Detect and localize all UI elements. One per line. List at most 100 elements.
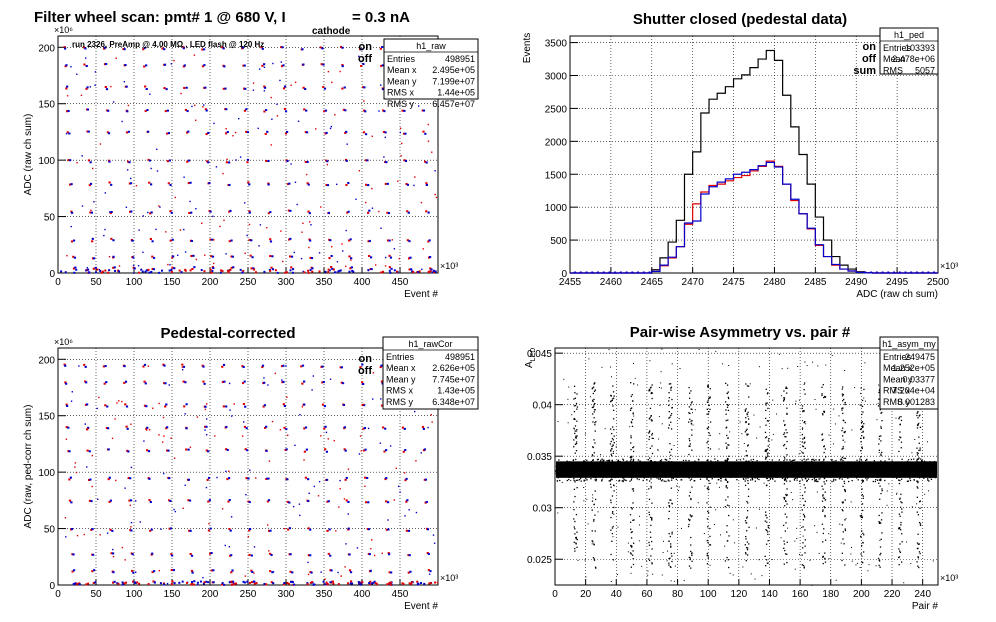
point xyxy=(658,464,660,466)
point-scatter xyxy=(121,400,123,403)
point xyxy=(871,466,873,468)
point xyxy=(818,472,820,474)
point xyxy=(734,461,736,463)
point-scatter xyxy=(142,215,145,217)
spike-point xyxy=(706,408,708,411)
point xyxy=(712,476,714,478)
spike-point xyxy=(765,463,768,466)
point xyxy=(601,479,603,481)
point xyxy=(793,478,796,480)
spike-point xyxy=(669,535,671,538)
point-scatter xyxy=(320,571,322,573)
point xyxy=(805,459,808,461)
point-scatter xyxy=(245,493,247,496)
spike-point xyxy=(708,404,710,406)
point-off xyxy=(310,571,313,574)
point-off xyxy=(251,570,254,573)
spike-point xyxy=(632,488,635,490)
point-on xyxy=(265,159,268,162)
point-scatter xyxy=(137,265,140,267)
point-on xyxy=(341,87,344,90)
sparse-point xyxy=(844,370,846,372)
point-scatter xyxy=(233,403,235,405)
point xyxy=(626,460,628,462)
point-base xyxy=(429,270,432,273)
spike-point xyxy=(648,418,650,420)
point-on xyxy=(261,64,264,67)
point xyxy=(569,471,571,473)
spike-point xyxy=(842,485,844,488)
point xyxy=(570,461,572,464)
spike-point xyxy=(844,465,846,467)
point-on xyxy=(349,580,353,583)
sparse-point xyxy=(658,416,660,418)
sparse-point xyxy=(691,420,693,422)
spike-point xyxy=(747,444,749,446)
point-scatter xyxy=(327,438,329,440)
point xyxy=(719,473,721,476)
spike-point xyxy=(651,432,654,435)
point xyxy=(574,461,576,463)
point-off xyxy=(72,239,76,242)
point-scatter xyxy=(417,105,420,107)
point-base xyxy=(332,268,335,271)
spike-point xyxy=(899,431,901,433)
spike-point xyxy=(880,426,882,428)
point xyxy=(853,464,856,466)
spike-point xyxy=(861,561,863,563)
point xyxy=(803,474,805,476)
spike-point xyxy=(824,507,826,509)
sparse-point xyxy=(758,366,760,368)
spike-point xyxy=(783,543,786,545)
point xyxy=(896,477,898,479)
point xyxy=(727,469,729,471)
point-off xyxy=(163,48,166,51)
point-on xyxy=(250,267,253,270)
stats-value: 498951 xyxy=(445,352,475,362)
spike-point xyxy=(900,415,902,418)
point-off xyxy=(267,499,271,502)
point xyxy=(851,472,853,474)
spike-point xyxy=(591,388,593,390)
point xyxy=(606,459,608,462)
point-on xyxy=(280,46,283,49)
point xyxy=(564,463,566,465)
point-scatter xyxy=(170,437,172,439)
spike-point xyxy=(688,445,691,447)
point xyxy=(586,479,588,481)
point xyxy=(606,473,608,476)
point-on xyxy=(186,160,189,163)
point-scatter xyxy=(162,472,165,475)
spike-point xyxy=(823,528,825,530)
point xyxy=(746,474,748,476)
sparse-point xyxy=(794,540,796,542)
spike-point xyxy=(688,438,690,440)
point-base xyxy=(368,582,371,585)
point xyxy=(929,466,931,468)
baseline-point xyxy=(574,271,577,273)
spike-point xyxy=(842,407,844,409)
point-on xyxy=(171,580,174,583)
point xyxy=(811,478,813,481)
point-scatter xyxy=(342,250,344,252)
spike-point xyxy=(707,488,709,491)
sparse-point xyxy=(608,349,610,351)
spike-point xyxy=(593,403,595,406)
spike-point xyxy=(575,542,577,544)
point-on xyxy=(339,366,342,369)
spike-point xyxy=(801,459,803,462)
y-axis-label-sub: LED xyxy=(530,348,537,362)
point-off xyxy=(244,405,247,408)
point-scatter xyxy=(313,485,316,488)
point-off xyxy=(69,159,72,162)
point-on xyxy=(300,365,303,368)
spike-point xyxy=(745,522,748,524)
point-off xyxy=(111,529,114,532)
point xyxy=(566,460,568,462)
point-off xyxy=(430,268,433,271)
spike-point xyxy=(728,514,730,517)
spike-point xyxy=(879,498,881,500)
point-scatter xyxy=(399,131,402,134)
point xyxy=(934,470,936,472)
point-on xyxy=(309,256,312,259)
